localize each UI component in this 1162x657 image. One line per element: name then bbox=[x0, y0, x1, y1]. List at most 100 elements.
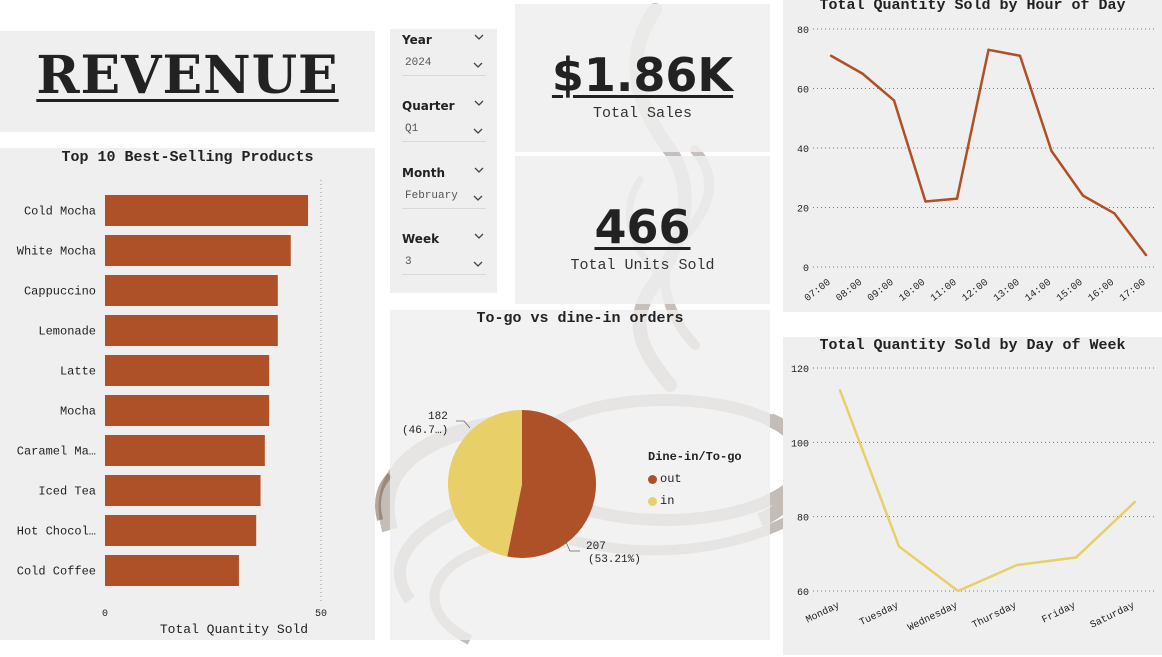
x-tick-label: Friday bbox=[1040, 600, 1078, 627]
bar-category-label: Hot Chocol… bbox=[17, 525, 96, 539]
data-point[interactable] bbox=[1050, 149, 1053, 153]
chevron-down-icon[interactable] bbox=[473, 230, 485, 242]
chevron-down-icon[interactable] bbox=[472, 258, 484, 270]
chevron-down-icon[interactable] bbox=[473, 164, 485, 176]
chevron-down-icon[interactable] bbox=[473, 97, 485, 109]
filter-panel: Year 2024 Quarter Q1 Month February Week… bbox=[390, 29, 497, 293]
x-tick-label: 12:00 bbox=[961, 277, 991, 304]
x-tick-label: Thursday bbox=[970, 600, 1018, 632]
y-tick-label: 100 bbox=[791, 439, 809, 450]
bar-category-label: Mocha bbox=[60, 405, 96, 419]
slicer-week: Week 3 bbox=[390, 228, 497, 288]
weekday-sales-panel: Total Quantity Sold by Day of Week 60 80 1… bbox=[783, 337, 1162, 655]
leader-line bbox=[456, 420, 471, 429]
data-point[interactable] bbox=[838, 389, 842, 392]
y-tick-label: 60 bbox=[797, 86, 809, 97]
data-point[interactable] bbox=[861, 72, 864, 75]
x-tick-label: 50 bbox=[315, 609, 327, 620]
bar[interactable] bbox=[105, 235, 291, 266]
x-tick-label: 08:00 bbox=[835, 277, 865, 304]
data-point[interactable] bbox=[829, 54, 833, 57]
bar-chart: Cold Mocha White Mocha Cappuccino Lemonade L… bbox=[17, 180, 327, 637]
x-tick-label: Tuesday bbox=[858, 600, 901, 629]
y-tick-label: 40 bbox=[797, 145, 809, 156]
legend-label: in bbox=[660, 494, 675, 508]
chevron-down-icon[interactable] bbox=[472, 59, 484, 71]
data-point[interactable] bbox=[1074, 556, 1078, 559]
data-point[interactable] bbox=[892, 99, 896, 102]
y-tick-label: 80 bbox=[797, 514, 809, 525]
bar[interactable] bbox=[105, 315, 278, 346]
slicer-value: 3 bbox=[405, 256, 412, 268]
legend-label: out bbox=[660, 472, 682, 486]
series-line[interactable] bbox=[830, 48, 1147, 256]
top-products-panel: Top 10 Best-Selling Products Cold Mocha W… bbox=[0, 148, 375, 640]
quarter-dropdown[interactable]: Q1 bbox=[402, 119, 486, 142]
bar[interactable] bbox=[105, 355, 270, 386]
y-tick-label: 80 bbox=[797, 26, 809, 37]
x-tick-label: 0 bbox=[102, 609, 108, 620]
slicer-value: Q1 bbox=[405, 123, 419, 135]
data-point[interactable] bbox=[1113, 212, 1116, 215]
page-title: REVENUE bbox=[36, 45, 339, 106]
legend-title: Dine-in/To-go bbox=[648, 450, 742, 464]
x-tick-label: Wednesday bbox=[906, 600, 960, 634]
data-point[interactable] bbox=[897, 545, 901, 548]
data-point[interactable] bbox=[1081, 194, 1085, 197]
slicer-month: Month February bbox=[390, 162, 497, 222]
month-dropdown[interactable]: February bbox=[402, 186, 486, 209]
pie-slice-in[interactable] bbox=[447, 410, 522, 557]
legend-item-out[interactable]: out bbox=[648, 472, 742, 486]
bar[interactable] bbox=[105, 555, 239, 586]
pie-label-value: 207 bbox=[586, 541, 606, 553]
x-axis-label: Total Quantity Sold bbox=[160, 622, 308, 637]
line-chart-day-title: Total Quantity Sold by Day of Week bbox=[819, 337, 1126, 354]
x-tick-label: 07:00 bbox=[803, 277, 833, 304]
bar[interactable] bbox=[105, 435, 265, 466]
y-tick-label: 20 bbox=[797, 205, 809, 216]
legend-dot-icon bbox=[648, 474, 657, 484]
bar[interactable] bbox=[105, 395, 270, 426]
x-tick-label: 15:00 bbox=[1055, 277, 1085, 304]
data-point[interactable] bbox=[955, 197, 959, 200]
x-tick-label: 09:00 bbox=[866, 277, 896, 304]
data-point[interactable] bbox=[987, 48, 990, 52]
x-tick-label: 13:00 bbox=[992, 277, 1022, 304]
slicer-label: Week bbox=[402, 232, 440, 246]
kpi-total-sales-card: $1.86K Total Sales bbox=[515, 4, 770, 152]
pie-chart: 207(53.21%) 182 (46.7…) bbox=[402, 410, 641, 566]
chevron-down-icon[interactable] bbox=[472, 125, 484, 137]
data-point[interactable] bbox=[924, 200, 927, 203]
pie-slice-out[interactable] bbox=[507, 410, 596, 558]
bar[interactable] bbox=[105, 275, 278, 306]
bar-category-label: White Mocha bbox=[17, 245, 96, 259]
line-chart-day: 60 80 100 120 Monday Tuesday Wednesday Thursday… bbox=[791, 365, 1157, 634]
legend-item-in[interactable]: in bbox=[648, 494, 742, 508]
bar[interactable] bbox=[105, 515, 257, 546]
x-tick-label: 14:00 bbox=[1024, 277, 1054, 304]
x-tick-label: 17:00 bbox=[1118, 277, 1148, 304]
bar[interactable] bbox=[105, 475, 261, 506]
slicer-value: February bbox=[405, 190, 458, 202]
bar-category-label: Lemonade bbox=[38, 325, 96, 339]
data-point[interactable] bbox=[1015, 563, 1019, 567]
x-tick-label: 11:00 bbox=[929, 277, 959, 304]
bar[interactable] bbox=[105, 195, 309, 226]
pie-legend: Dine-in/To-go out in bbox=[648, 450, 742, 508]
leader-line bbox=[565, 541, 580, 552]
data-point[interactable] bbox=[1133, 500, 1137, 503]
slicer-label: Quarter bbox=[402, 99, 455, 113]
data-point[interactable] bbox=[956, 589, 960, 593]
data-point[interactable] bbox=[1144, 253, 1148, 257]
y-tick-label: 120 bbox=[791, 365, 809, 376]
year-dropdown[interactable]: 2024 bbox=[402, 53, 486, 76]
chevron-down-icon[interactable] bbox=[473, 31, 485, 43]
bar-category-label: Cold Mocha bbox=[24, 205, 96, 219]
y-tick-label: 60 bbox=[797, 588, 809, 599]
data-point[interactable] bbox=[1018, 54, 1022, 57]
bar-category-label: Cold Coffee bbox=[17, 565, 96, 579]
week-dropdown[interactable]: 3 bbox=[402, 252, 486, 275]
chevron-down-icon[interactable] bbox=[472, 192, 484, 204]
series-line[interactable] bbox=[838, 389, 1136, 593]
